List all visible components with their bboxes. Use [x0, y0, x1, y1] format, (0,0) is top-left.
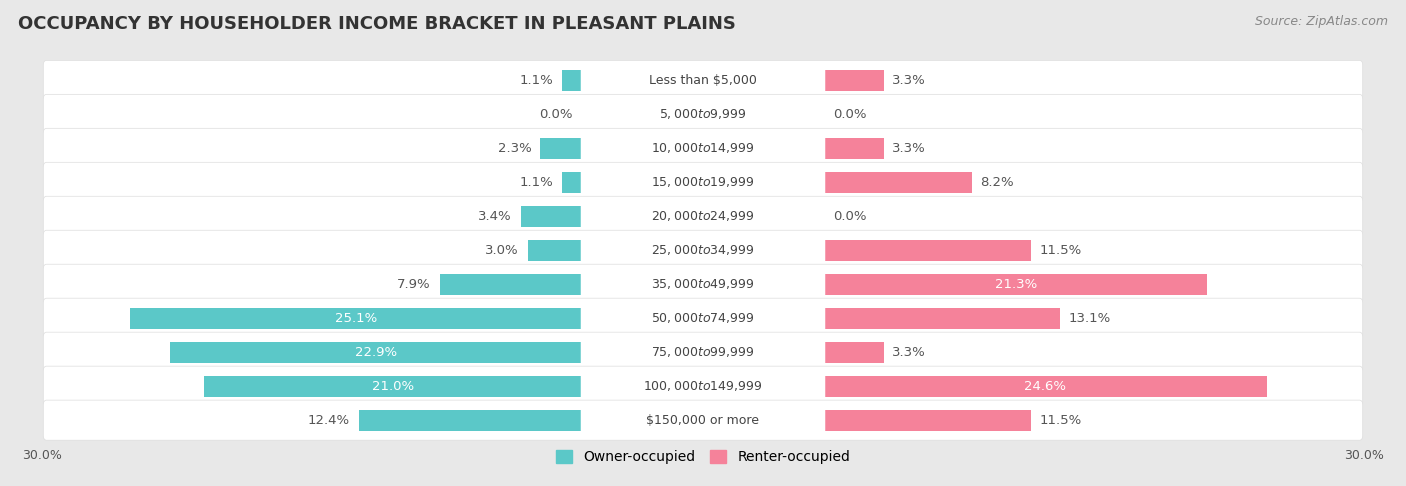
FancyBboxPatch shape: [44, 162, 1362, 202]
Text: 2.3%: 2.3%: [498, 142, 531, 155]
Bar: [540, 138, 582, 159]
Text: $50,000 to $74,999: $50,000 to $74,999: [651, 311, 755, 325]
Text: 0.0%: 0.0%: [540, 108, 574, 121]
FancyBboxPatch shape: [581, 136, 825, 160]
FancyBboxPatch shape: [44, 128, 1362, 169]
FancyBboxPatch shape: [581, 68, 825, 93]
FancyBboxPatch shape: [44, 264, 1362, 304]
Text: $5,000 to $9,999: $5,000 to $9,999: [659, 107, 747, 122]
FancyBboxPatch shape: [581, 408, 825, 433]
Bar: [562, 172, 582, 193]
Text: $75,000 to $99,999: $75,000 to $99,999: [651, 345, 755, 359]
Text: 8.2%: 8.2%: [980, 176, 1014, 189]
Text: 13.1%: 13.1%: [1069, 312, 1111, 325]
Text: OCCUPANCY BY HOUSEHOLDER INCOME BRACKET IN PLEASANT PLAINS: OCCUPANCY BY HOUSEHOLDER INCOME BRACKET …: [18, 15, 737, 33]
Text: 3.4%: 3.4%: [478, 210, 512, 223]
Text: 24.6%: 24.6%: [1025, 380, 1066, 393]
FancyBboxPatch shape: [581, 102, 825, 127]
Bar: [824, 342, 883, 363]
Text: 1.1%: 1.1%: [519, 74, 553, 87]
FancyBboxPatch shape: [581, 170, 825, 194]
FancyBboxPatch shape: [581, 272, 825, 296]
Text: Less than $5,000: Less than $5,000: [650, 74, 756, 87]
FancyBboxPatch shape: [44, 230, 1362, 270]
Bar: [131, 308, 582, 329]
Bar: [824, 410, 1031, 431]
Bar: [824, 70, 883, 91]
FancyBboxPatch shape: [44, 60, 1362, 101]
Bar: [824, 172, 972, 193]
Text: 12.4%: 12.4%: [308, 414, 350, 427]
Text: 3.3%: 3.3%: [893, 346, 927, 359]
FancyBboxPatch shape: [44, 400, 1362, 440]
Legend: Owner-occupied, Renter-occupied: Owner-occupied, Renter-occupied: [550, 445, 856, 470]
FancyBboxPatch shape: [44, 196, 1362, 236]
FancyBboxPatch shape: [581, 340, 825, 364]
FancyBboxPatch shape: [581, 238, 825, 262]
Bar: [824, 274, 1208, 295]
Text: $10,000 to $14,999: $10,000 to $14,999: [651, 141, 755, 156]
Bar: [824, 308, 1060, 329]
FancyBboxPatch shape: [44, 332, 1362, 372]
Text: $25,000 to $34,999: $25,000 to $34,999: [651, 243, 755, 257]
Text: $35,000 to $49,999: $35,000 to $49,999: [651, 278, 755, 291]
Text: 0.0%: 0.0%: [832, 210, 866, 223]
Text: 21.3%: 21.3%: [994, 278, 1036, 291]
Bar: [170, 342, 582, 363]
Text: 3.3%: 3.3%: [893, 142, 927, 155]
Text: $20,000 to $24,999: $20,000 to $24,999: [651, 209, 755, 223]
Bar: [359, 410, 582, 431]
FancyBboxPatch shape: [581, 204, 825, 228]
Text: Source: ZipAtlas.com: Source: ZipAtlas.com: [1254, 15, 1388, 28]
Bar: [527, 240, 582, 261]
Bar: [204, 376, 582, 397]
Bar: [520, 206, 582, 227]
FancyBboxPatch shape: [44, 94, 1362, 135]
Text: 11.5%: 11.5%: [1040, 414, 1083, 427]
Bar: [824, 138, 883, 159]
Text: 0.0%: 0.0%: [832, 108, 866, 121]
Bar: [562, 70, 582, 91]
Bar: [824, 240, 1031, 261]
Text: $100,000 to $149,999: $100,000 to $149,999: [644, 379, 762, 393]
Text: 7.9%: 7.9%: [398, 278, 430, 291]
Bar: [824, 376, 1267, 397]
Text: 11.5%: 11.5%: [1040, 244, 1083, 257]
Text: 22.9%: 22.9%: [354, 346, 396, 359]
Text: 3.3%: 3.3%: [893, 74, 927, 87]
Bar: [440, 274, 582, 295]
Text: 21.0%: 21.0%: [373, 380, 413, 393]
Text: 1.1%: 1.1%: [519, 176, 553, 189]
Text: 3.0%: 3.0%: [485, 244, 519, 257]
Text: $150,000 or more: $150,000 or more: [647, 414, 759, 427]
FancyBboxPatch shape: [44, 366, 1362, 406]
Text: 25.1%: 25.1%: [335, 312, 377, 325]
FancyBboxPatch shape: [581, 374, 825, 399]
FancyBboxPatch shape: [581, 306, 825, 330]
Text: $15,000 to $19,999: $15,000 to $19,999: [651, 175, 755, 190]
FancyBboxPatch shape: [44, 298, 1362, 338]
